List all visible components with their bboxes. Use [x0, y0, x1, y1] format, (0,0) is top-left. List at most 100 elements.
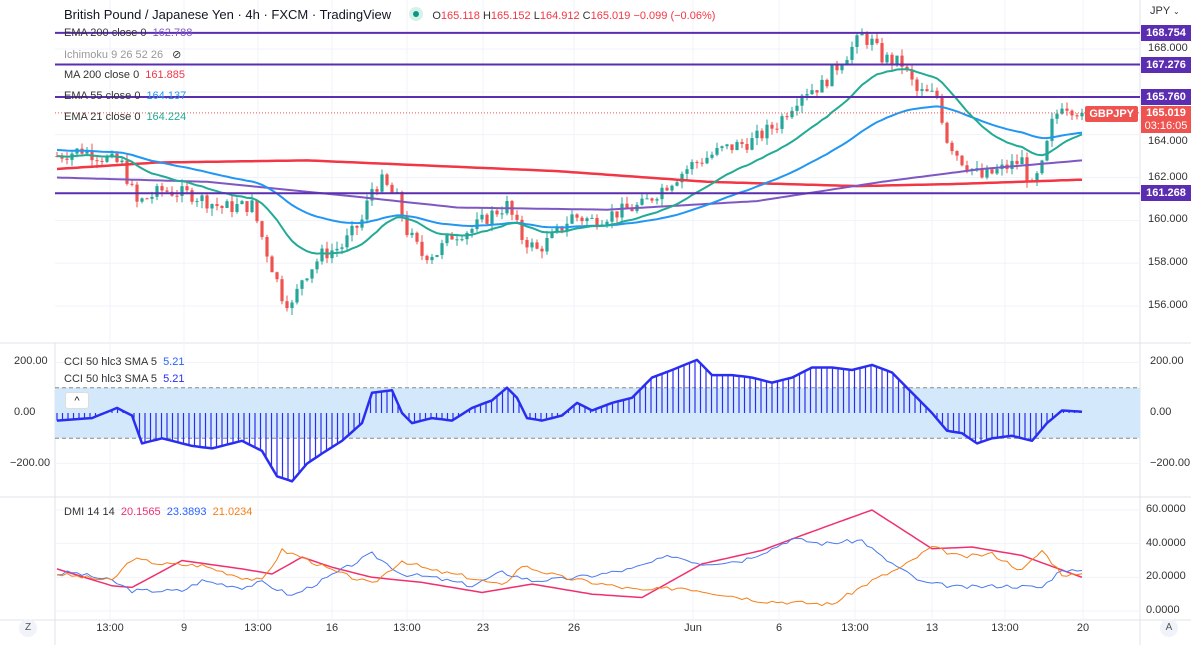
legend-item: EMA 55 close 0 164.137 [64, 90, 186, 102]
candle-body [760, 130, 764, 139]
candle-body [300, 280, 304, 289]
time-axis-label: 13 [925, 622, 939, 634]
candle-body [575, 214, 579, 218]
dmi-minus-di-line [56, 546, 1083, 607]
candle-body [470, 229, 474, 233]
candle-body [180, 186, 184, 196]
cci-band [55, 387, 1140, 439]
cci-legend-value: 5.21 [163, 356, 185, 368]
candle-body [860, 33, 864, 36]
candle-body [890, 54, 894, 65]
hidden-eye-icon[interactable]: ⊘ [169, 49, 182, 61]
candle-body [625, 203, 629, 209]
candle-body [95, 160, 99, 162]
candle-body [250, 200, 254, 212]
candle-body [895, 55, 899, 65]
candle-body [500, 213, 504, 215]
bar-countdown: 03:16:05 [1144, 120, 1188, 132]
currency-selector[interactable]: JPY ⌄ [1150, 5, 1180, 18]
legend-item: Ichimoku 9 26 52 26 ⊘ [64, 48, 181, 61]
price-axis-label: 156.000 [1148, 299, 1188, 312]
candle-body [965, 165, 969, 171]
candle-body [845, 59, 849, 66]
candle-body [685, 169, 689, 174]
candle-body [905, 66, 909, 70]
candle-body [350, 225, 354, 236]
candle-body [730, 144, 734, 151]
candle-body [615, 211, 619, 218]
legend-value: 164.137 [146, 90, 187, 102]
cci-legend-value: 5.21 [163, 373, 185, 385]
candle-body [650, 198, 654, 201]
candle-body [885, 54, 889, 63]
candle-body [705, 157, 709, 164]
candle-body [645, 198, 649, 200]
candle-body [670, 185, 674, 191]
candle-body [220, 206, 224, 208]
collapse-legend-button[interactable]: ^ [65, 392, 89, 409]
candle-body [735, 142, 739, 151]
cci-axis-label-left: 0.00 [14, 406, 36, 418]
cci-legend-2: CCI 50 hlc3 SMA 5 5.21 [64, 373, 184, 385]
legend-item: EMA 200 close 0 162.788 [64, 27, 192, 39]
candle-body [140, 198, 144, 202]
candle-body [345, 235, 349, 248]
legend-item: EMA 21 close 0 164.224 [64, 111, 186, 123]
candle-body [710, 154, 714, 158]
legend-value: 164.224 [146, 111, 187, 123]
candle-body [165, 190, 169, 192]
candle-body [60, 156, 64, 159]
horizontal-line-price-tag: 165.760 [1141, 88, 1191, 105]
candle-body [385, 174, 389, 185]
candle-body [160, 186, 164, 191]
candle-body [315, 261, 319, 270]
candle-body [795, 105, 799, 111]
timezone-button[interactable]: Z [19, 619, 37, 637]
candle-body [995, 169, 999, 174]
candle-body [1055, 113, 1059, 119]
cci-legend-1: CCI 50 hlc3 SMA 5 5.21 [64, 356, 184, 368]
candle-body [830, 65, 834, 87]
candle-body [1025, 157, 1029, 181]
candle-body [390, 184, 394, 193]
candle-body [485, 214, 489, 224]
candle-body [290, 302, 294, 309]
dmi-adx-value: 20.1565 [120, 506, 161, 518]
dmi-plus-di-value: 23.3893 [166, 506, 207, 518]
price-axis-label: 160.000 [1148, 213, 1188, 226]
candle-body [480, 214, 484, 220]
dmi-adx-line [56, 509, 1083, 599]
candle-body [770, 124, 774, 129]
candle-body [435, 255, 439, 257]
candle-body [1010, 160, 1014, 169]
candle-body [960, 155, 964, 166]
candle-body [990, 169, 994, 174]
currency-label: JPY [1150, 5, 1170, 17]
legend-label: Ichimoku 9 26 52 26 [64, 49, 164, 61]
candle-body [765, 124, 769, 139]
dmi-legend-label: DMI 14 14 [64, 506, 115, 518]
market-status-dot [408, 7, 423, 21]
candle-body [620, 203, 624, 218]
time-axis-label: 13:00 [393, 622, 421, 634]
candle-body [440, 243, 444, 256]
candle-body [155, 186, 159, 197]
chevron-up-icon: ^ [74, 395, 80, 407]
candle-body [185, 186, 189, 191]
candle-body [445, 235, 449, 244]
dmi-axis-label: 60.0000 [1146, 503, 1186, 516]
candle-body [280, 279, 284, 302]
high-value: 165.152 [490, 10, 531, 22]
candle-body [875, 38, 879, 44]
candle-body [260, 221, 264, 237]
candle-body [840, 65, 844, 71]
symbol-tag: GBPJPY [1085, 106, 1138, 122]
auto-scale-button[interactable]: A [1160, 619, 1178, 637]
candle-body [560, 226, 564, 231]
candle-body [1045, 140, 1049, 161]
candle-body [425, 255, 429, 261]
candle-body [190, 190, 194, 202]
horizontal-line-price-tag: 167.276 [1141, 56, 1191, 73]
